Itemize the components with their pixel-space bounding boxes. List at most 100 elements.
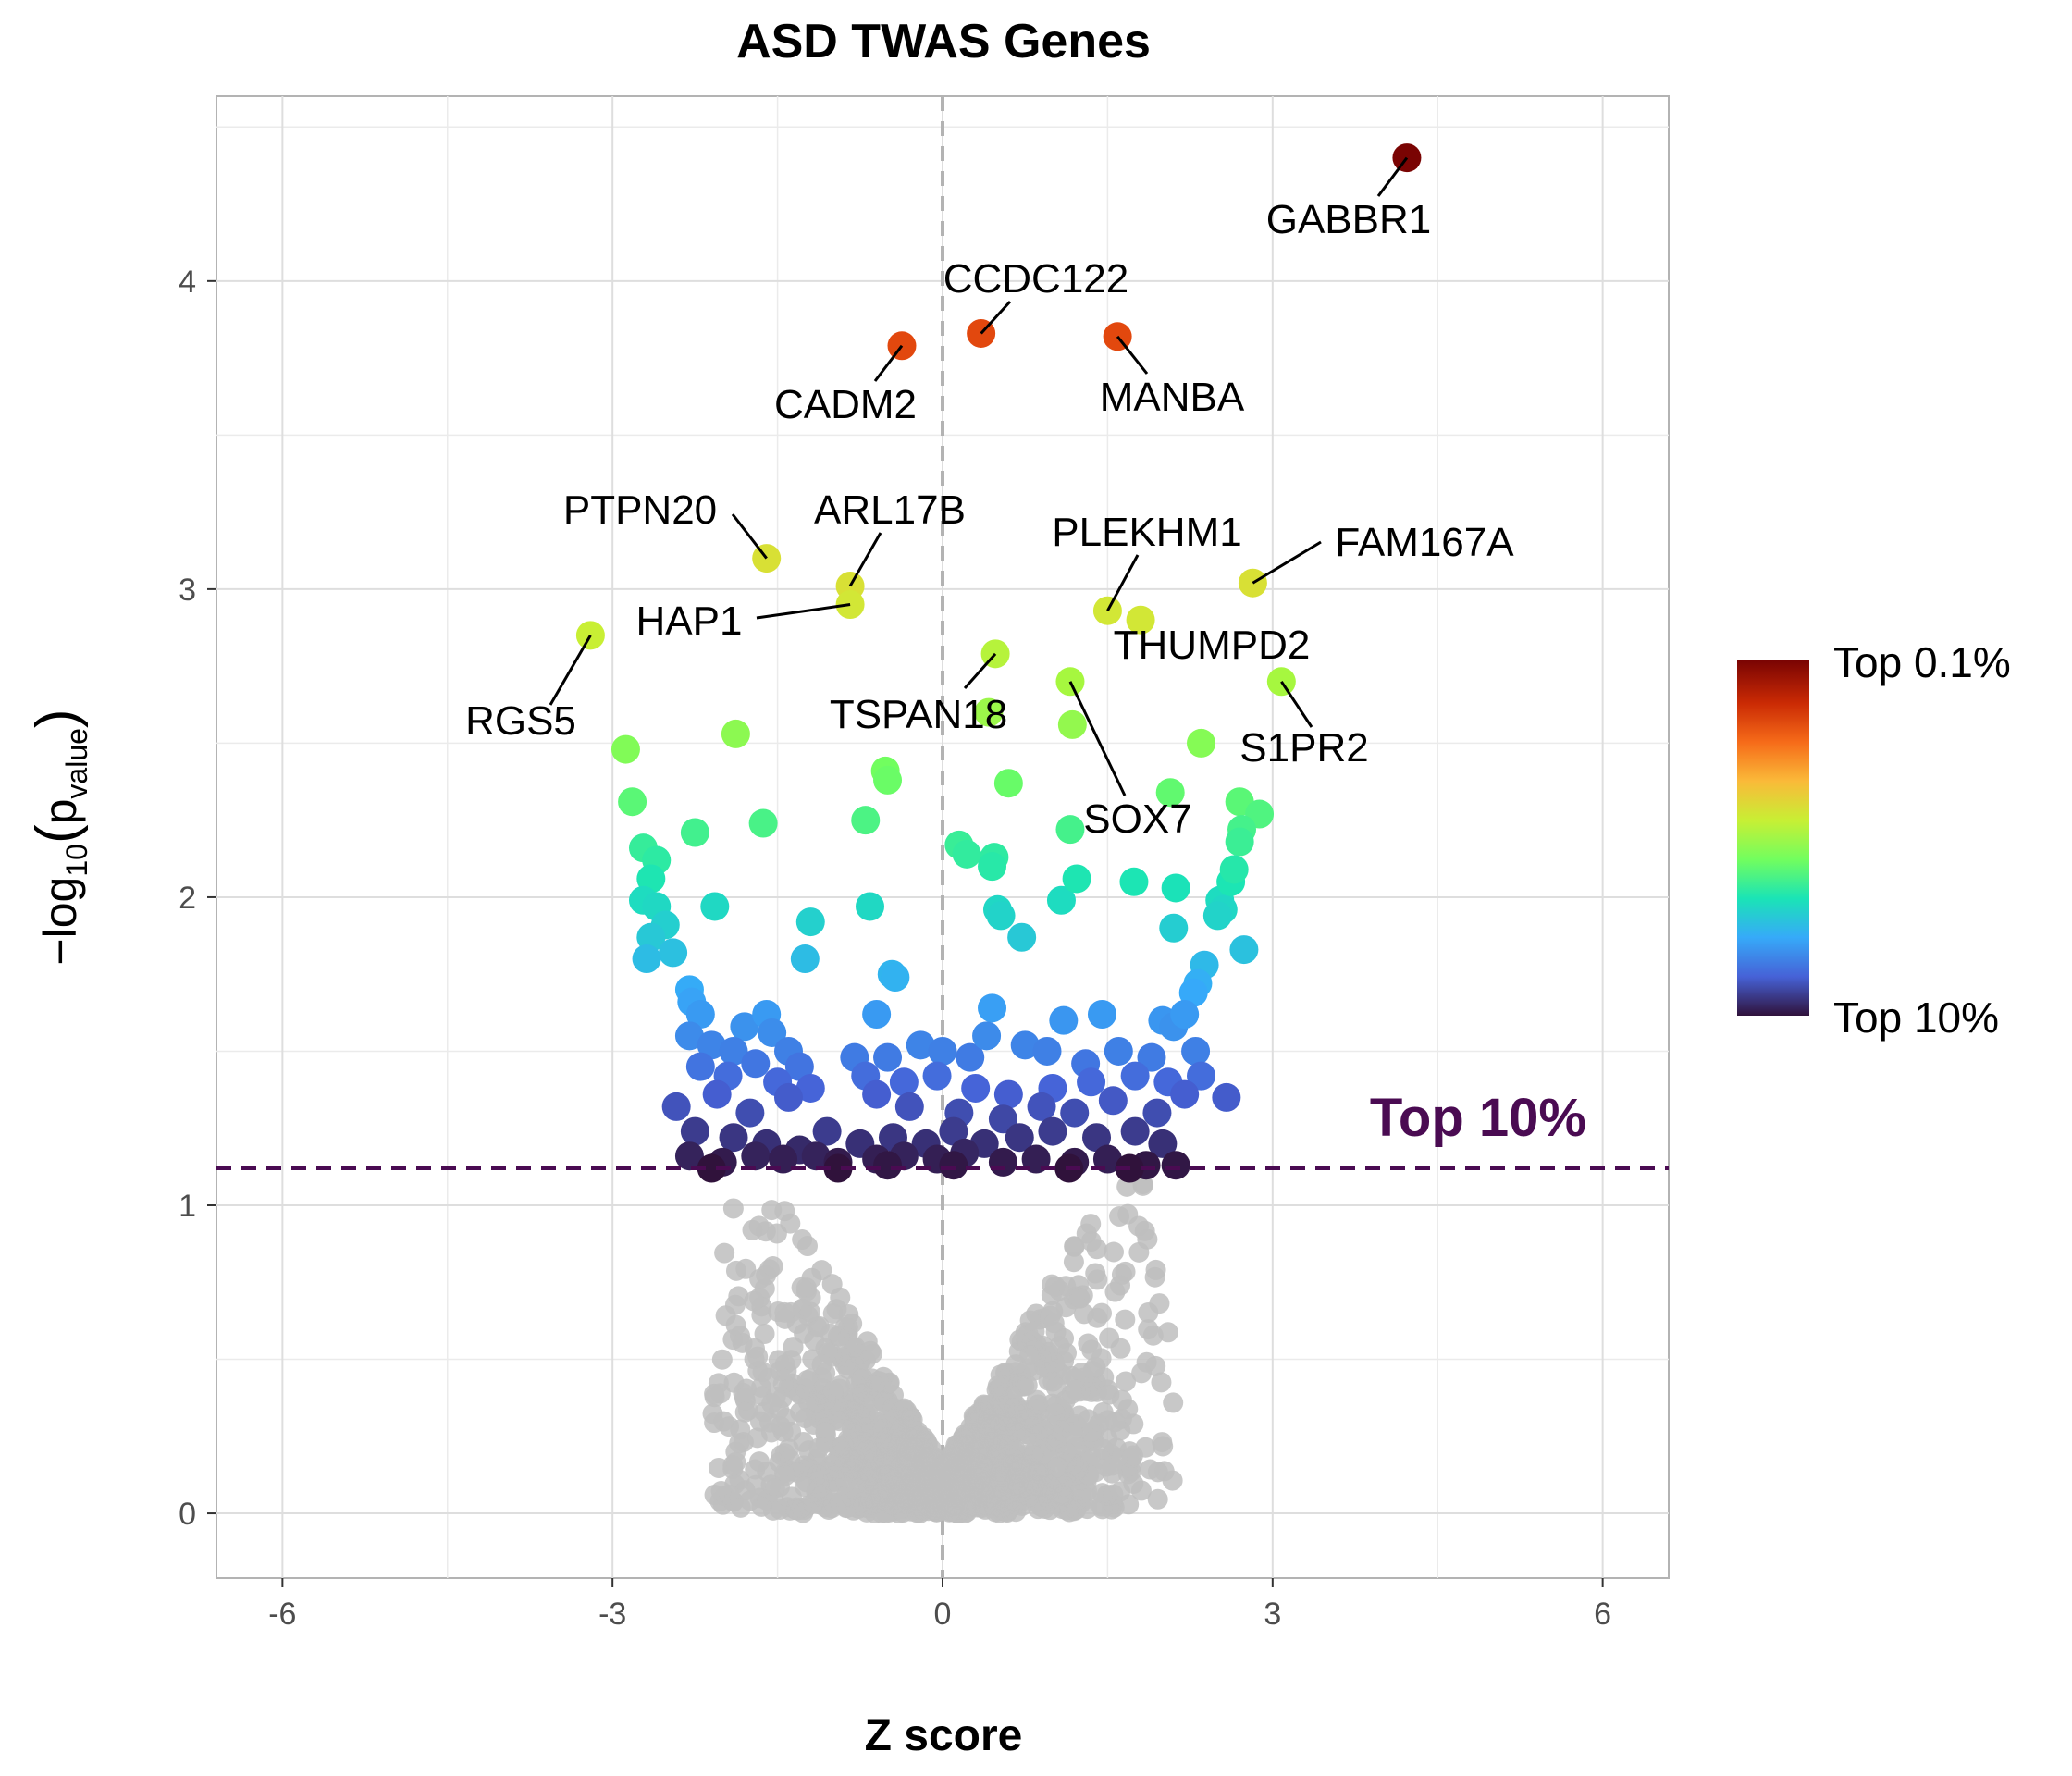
connector-ccdc122 xyxy=(980,300,1012,335)
background-point xyxy=(834,1346,856,1367)
background-point xyxy=(845,1495,867,1516)
background-point xyxy=(713,1411,734,1432)
background-point xyxy=(811,1260,832,1281)
background-point xyxy=(817,1342,838,1363)
significant-point xyxy=(680,818,709,847)
connector-s1pr2 xyxy=(1280,680,1314,728)
background-point xyxy=(1070,1483,1092,1504)
y-axis-ticks: 0 1 2 3 4 xyxy=(179,265,216,1532)
significant-point xyxy=(939,1116,968,1146)
significant-point xyxy=(796,1073,825,1103)
significant-point xyxy=(1170,1000,1200,1030)
x-tick-label: 3 xyxy=(1264,1597,1281,1632)
significant-point xyxy=(719,1036,748,1066)
background-point xyxy=(1078,1333,1099,1354)
significant-point xyxy=(1087,1000,1116,1030)
background-point xyxy=(1145,1355,1166,1376)
significant-point xyxy=(769,1144,798,1174)
significant-point xyxy=(906,1030,935,1060)
significant-point xyxy=(862,1000,892,1030)
significant-point xyxy=(894,1092,924,1121)
background-point xyxy=(722,1198,744,1219)
background-point xyxy=(1116,1371,1137,1392)
significant-point xyxy=(1104,1036,1133,1066)
significant-point xyxy=(1027,1092,1056,1121)
gene-label-ptpn20: PTPN20 xyxy=(563,487,717,533)
background-point xyxy=(1111,1389,1132,1411)
significant-point xyxy=(823,1153,853,1183)
background-point xyxy=(1153,1436,1174,1457)
background-point xyxy=(1140,1459,1161,1480)
highlight-points xyxy=(610,697,1275,1183)
significant-point xyxy=(636,922,666,952)
background-point xyxy=(826,1299,847,1320)
background-point xyxy=(750,1411,771,1432)
background-point xyxy=(1091,1348,1112,1369)
background-point xyxy=(1017,1375,1038,1396)
background-point xyxy=(1147,1488,1168,1510)
significant-point xyxy=(1161,1151,1190,1180)
significant-point xyxy=(1010,1030,1040,1060)
background-point xyxy=(725,1260,746,1281)
background-point xyxy=(1149,1293,1170,1314)
significant-point xyxy=(972,1021,1002,1051)
significant-point xyxy=(1032,1036,1062,1066)
y-tick-label: 0 xyxy=(179,1497,196,1532)
significant-point xyxy=(773,1082,803,1112)
significant-point xyxy=(922,1061,952,1091)
background-point xyxy=(766,1223,787,1244)
y-axis-title-paren-close: ) xyxy=(25,709,89,728)
background-point xyxy=(781,1350,802,1371)
background-point xyxy=(973,1394,994,1415)
gene-label-ccdc122: CCDC122 xyxy=(944,256,1129,302)
background-point xyxy=(1104,1412,1126,1433)
significant-point xyxy=(974,697,1004,727)
background-point xyxy=(754,1323,775,1344)
background-point xyxy=(1142,1325,1164,1346)
significant-point xyxy=(790,944,820,974)
y-tick-label: 2 xyxy=(179,881,196,916)
significant-point xyxy=(636,864,666,894)
significant-point xyxy=(618,787,648,817)
background-point xyxy=(1080,1214,1102,1235)
y-axis-title-sub: 10 xyxy=(60,844,93,877)
gene-label-hap1: HAP1 xyxy=(636,598,743,644)
background-point xyxy=(1103,1241,1124,1263)
colorbar-top-label: Top 0.1% xyxy=(1833,638,2011,686)
x-tick-label: 0 xyxy=(934,1597,952,1632)
background-point xyxy=(1085,1263,1106,1284)
significant-point xyxy=(1005,1123,1034,1153)
significant-point xyxy=(1137,1042,1166,1072)
background-point xyxy=(791,1497,812,1518)
significant-point xyxy=(1187,728,1216,758)
significant-point xyxy=(862,1079,892,1109)
significant-point xyxy=(978,993,1007,1023)
significant-point xyxy=(856,892,884,921)
gene-label-cadm2: CADM2 xyxy=(774,382,917,427)
background-point xyxy=(1047,1456,1068,1477)
background-point xyxy=(760,1474,782,1496)
background-point xyxy=(1145,1259,1166,1280)
background-point xyxy=(742,1219,763,1240)
significant-point xyxy=(741,1141,771,1171)
significant-point xyxy=(1229,935,1259,965)
background-point xyxy=(1005,1439,1026,1461)
colorbar-bottom-label: Top 10% xyxy=(1833,993,1999,1042)
background-point xyxy=(974,1447,995,1468)
background-point xyxy=(1081,1381,1103,1402)
background-point xyxy=(1151,1372,1172,1393)
background-point xyxy=(966,1427,987,1449)
background-point xyxy=(855,1417,876,1438)
background-point xyxy=(1032,1420,1054,1441)
significant-point xyxy=(1082,1123,1112,1153)
connector-manba xyxy=(1116,335,1149,375)
connector-arl17b xyxy=(848,532,882,587)
background-point xyxy=(761,1393,783,1414)
gene-label-tspan18: TSPAN18 xyxy=(830,692,1007,737)
significant-point xyxy=(632,944,661,974)
chart-title: ASD TWAS Genes xyxy=(736,15,1151,68)
significant-point xyxy=(978,852,1007,882)
significant-point xyxy=(700,892,730,921)
significant-point xyxy=(610,734,640,764)
threshold-label: Top 10% xyxy=(1370,1088,1586,1148)
